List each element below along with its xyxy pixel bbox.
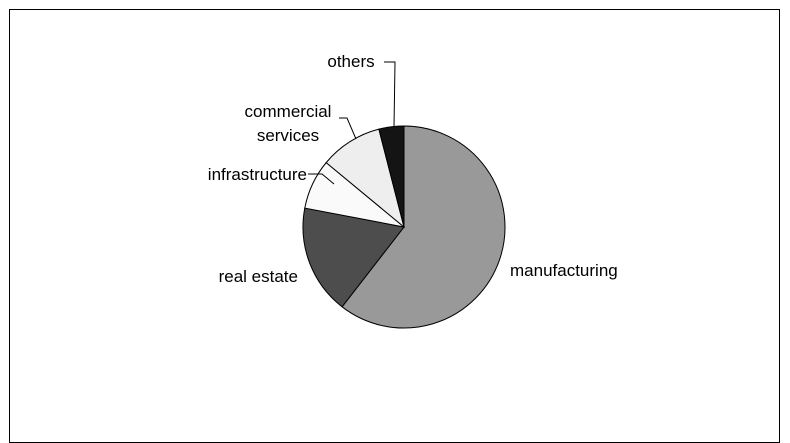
slice-labels: manufacturing real estate infrastructure co… [208,52,618,286]
slice-label-others: others [327,52,374,71]
leader-line-others [384,61,396,128]
slice-label-commercial-services: commercial services [245,102,332,145]
slice-label-infrastructure: infrastructure [208,165,307,184]
slice-label-real-estate: real estate [219,267,298,286]
pie-slice-manufacturing [341,125,506,329]
pie-slice-others [378,125,405,228]
leader-line-infrastructure [308,173,335,185]
leader-lines [308,61,396,185]
pie-slices [302,125,506,329]
pie-slice-real-estate [302,207,405,308]
slice-label-manufacturing: manufacturing [510,261,618,280]
leader-line-commercial-services [339,117,357,140]
